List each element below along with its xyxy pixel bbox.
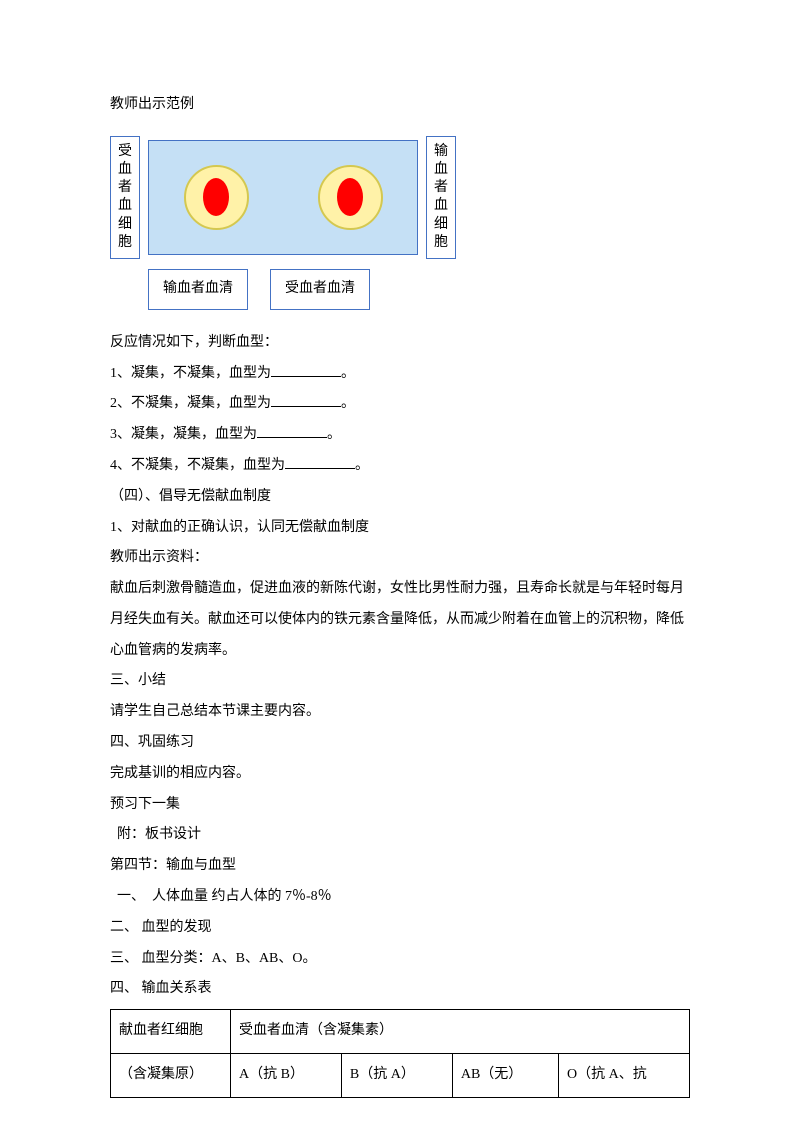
label-char: 输: [434, 143, 448, 161]
blood-type-table: 献血者红细胞 受血者血清（含凝集素） （含凝集原） A（抗 B） B（抗 A） …: [110, 1009, 690, 1098]
section-4-heading: （四）、倡导无偿献血制度: [110, 482, 690, 513]
outline-item: 二、 血型的发现: [110, 913, 690, 944]
table-row: （含凝集原） A（抗 B） B（抗 A） AB（无） O（抗 A、抗: [111, 1054, 690, 1098]
outline-item: 一、 人体血量 约占人体的 7％-8％: [110, 882, 690, 913]
table-cell: （含凝集原）: [111, 1054, 231, 1098]
label-char: 血: [118, 161, 132, 179]
diagram: 受 血 者 血 细 胞 输 血 者 血 细 胞: [110, 136, 690, 259]
bottom-label-right: 受血者血清: [270, 269, 370, 310]
body-text: 预习下一集: [110, 790, 690, 821]
table-cell: AB（无）: [452, 1054, 558, 1098]
body-text: 完成基训的相应内容。: [110, 759, 690, 790]
bottom-label-left: 输血者血清: [148, 269, 248, 310]
label-char: 血: [434, 197, 448, 215]
label-char: 胞: [434, 234, 448, 252]
body-text: 教师出示资料：: [110, 543, 690, 574]
table-cell: A（抗 B）: [231, 1054, 342, 1098]
blank-field[interactable]: [257, 424, 327, 438]
table-cell: 受血者血清（含凝集素）: [231, 1010, 690, 1054]
blood-cell-icon: [337, 178, 363, 216]
label-char: 细: [434, 216, 448, 234]
label-char: 胞: [118, 234, 132, 252]
blank-field[interactable]: [271, 393, 341, 407]
right-vertical-label: 输 血 者 血 细 胞: [426, 136, 456, 259]
section-3-heading: 三、小结: [110, 666, 690, 697]
label-char: 者: [118, 179, 132, 197]
question-3: 3、凝集，凝集，血型为。: [110, 420, 690, 451]
label-char: 血: [434, 161, 448, 179]
label-char: 者: [434, 179, 448, 197]
table-cell: B（抗 A）: [341, 1054, 452, 1098]
question-4: 4、不凝集，不凝集，血型为。: [110, 451, 690, 482]
petri-dish-area: [148, 140, 418, 255]
body-text: 献血后刺激骨髓造血，促进血液的新陈代谢，女性比男性耐力强，且寿命长就是与年轻时每…: [110, 574, 690, 666]
body-text: 请学生自己总结本节课主要内容。: [110, 697, 690, 728]
question-1: 1、凝集，不凝集，血型为。: [110, 359, 690, 390]
table-row: 献血者红细胞 受血者血清（含凝集素）: [111, 1010, 690, 1054]
section-title: 第四节：输血与血型: [110, 851, 690, 882]
table-cell: 献血者红细胞: [111, 1010, 231, 1054]
label-char: 细: [118, 216, 132, 234]
intro-text: 反应情况如下，判断血型：: [110, 328, 690, 359]
outline-item: 三、 血型分类：A、B、AB、O。: [110, 944, 690, 975]
petri-dish-left: [184, 165, 249, 230]
label-char: 血: [118, 197, 132, 215]
petri-dish-right: [318, 165, 383, 230]
blood-cell-icon: [203, 178, 229, 216]
appendix-heading: 附：板书设计: [110, 820, 690, 851]
outline-item: 四、 输血关系表: [110, 974, 690, 1005]
label-char: 受: [118, 143, 132, 161]
title: 教师出示范例: [110, 90, 690, 121]
bottom-labels: 输血者血清 受血者血清: [148, 269, 690, 310]
blank-field[interactable]: [271, 363, 341, 377]
body-text: 1、对献血的正确认识，认同无偿献血制度: [110, 513, 690, 544]
left-vertical-label: 受 血 者 血 细 胞: [110, 136, 140, 259]
question-2: 2、不凝集，凝集，血型为。: [110, 389, 690, 420]
section-4-heading: 四、巩固练习: [110, 728, 690, 759]
blank-field[interactable]: [285, 455, 355, 469]
table-cell: O（抗 A、抗: [559, 1054, 690, 1098]
